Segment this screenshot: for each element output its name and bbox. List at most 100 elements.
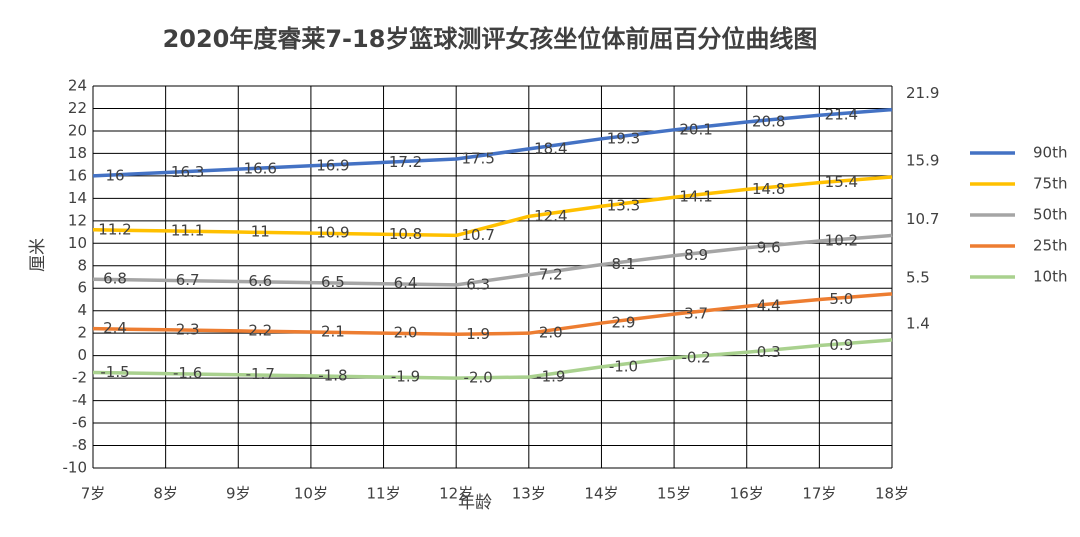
data-label: 14.1 <box>679 188 712 206</box>
data-label: -1.7 <box>246 365 275 383</box>
data-label: -0.2 <box>681 348 710 366</box>
data-label: 17.2 <box>389 153 422 171</box>
data-label: 5.0 <box>829 290 853 308</box>
y-tick-label: -2 <box>72 369 87 387</box>
x-tick-label: 12岁 <box>439 485 473 503</box>
legend-label: 75th <box>1033 175 1067 193</box>
data-label: 20.1 <box>679 120 712 138</box>
y-tick-label: 20 <box>68 121 87 139</box>
x-tick-label: 10岁 <box>294 485 328 503</box>
series-line <box>92 233 893 287</box>
x-tick-label: 8岁 <box>153 485 178 503</box>
x-tick-label: 17岁 <box>802 485 836 503</box>
series-line <box>92 175 893 238</box>
data-label: 6.6 <box>248 272 272 290</box>
data-label: 11.2 <box>98 220 131 238</box>
y-tick-label: 6 <box>77 279 87 297</box>
x-tick-label: 16岁 <box>730 485 764 503</box>
x-axis-label: 年龄 <box>458 493 492 513</box>
data-label: 20.8 <box>752 112 785 130</box>
series-line <box>92 338 893 380</box>
y-tick-label: 8 <box>77 256 87 274</box>
y-tick-label: 12 <box>68 211 87 229</box>
data-label: 16.9 <box>316 156 349 174</box>
data-label: 11 <box>251 223 270 241</box>
data-label: 4.4 <box>757 297 781 315</box>
data-label: 6.7 <box>176 271 200 289</box>
data-label: 18.4 <box>534 139 567 157</box>
data-label: 1.9 <box>466 325 490 343</box>
data-label: 11.1 <box>171 221 204 239</box>
x-tick-label: 18岁 <box>875 485 909 503</box>
legend-label: 50th <box>1033 206 1067 224</box>
data-label: 0.9 <box>829 336 853 354</box>
x-tick-label: 13岁 <box>512 485 546 503</box>
legend-label: 25th <box>1033 237 1067 255</box>
y-tick-label: 18 <box>68 144 87 162</box>
series-line <box>92 292 893 337</box>
data-label: 6.3 <box>466 275 490 293</box>
chart-title: 2020年度睿莱7-18岁篮球测评女孩坐位体前屈百分位曲线图 <box>163 25 818 53</box>
data-label: 14.8 <box>752 180 785 198</box>
data-label: 2.1 <box>321 323 345 341</box>
x-tick-label: 9岁 <box>226 485 251 503</box>
data-label: 10.8 <box>389 225 422 243</box>
data-label: 10.7 <box>461 226 494 244</box>
data-label: 13.3 <box>607 197 640 215</box>
x-tick-label: 15岁 <box>657 485 691 503</box>
data-label: 1.4 <box>906 314 930 332</box>
data-label: -1.8 <box>318 366 347 384</box>
y-tick-label: 2 <box>77 324 87 342</box>
data-label: 9.6 <box>757 238 781 256</box>
data-label: -1.6 <box>173 364 202 382</box>
data-label: 10.9 <box>316 224 349 242</box>
data-label: 2.0 <box>539 324 563 342</box>
y-tick-label: -10 <box>63 459 88 477</box>
legend-label: 90th <box>1033 144 1067 162</box>
data-label: 3.7 <box>684 305 708 323</box>
data-label: 10.7 <box>906 210 939 228</box>
data-label: 16.6 <box>244 160 277 178</box>
data-label: 2.4 <box>103 319 127 337</box>
data-label: 17.5 <box>461 150 494 168</box>
data-label: 8.1 <box>612 255 636 273</box>
data-label: 15.4 <box>825 173 858 191</box>
data-label: 6.4 <box>394 274 418 292</box>
data-label: 8.9 <box>684 246 708 264</box>
data-label: 2.3 <box>176 320 200 338</box>
x-tick-label: 7岁 <box>81 485 106 503</box>
data-label: 21.9 <box>906 84 939 102</box>
data-label: 2.0 <box>394 324 418 342</box>
y-tick-label: 4 <box>77 301 87 319</box>
y-tick-label: -4 <box>72 391 87 409</box>
x-tick-label: 11岁 <box>366 485 400 503</box>
y-tick-label: 10 <box>68 234 87 252</box>
y-tick-label: 16 <box>68 166 87 184</box>
y-tick-label: -8 <box>72 436 87 454</box>
data-label: -1.5 <box>100 363 129 381</box>
y-tick-label: -6 <box>72 414 87 432</box>
data-label: 6.5 <box>321 273 345 291</box>
data-label: 0.3 <box>757 343 781 361</box>
data-label: 7.2 <box>539 265 563 283</box>
data-label: -1.9 <box>536 367 565 385</box>
data-label: -1.9 <box>391 367 420 385</box>
y-tick-label: 24 <box>68 77 87 95</box>
data-label: 5.5 <box>906 268 930 286</box>
y-tick-label: 14 <box>68 189 87 207</box>
data-label: 10.2 <box>825 232 858 250</box>
data-label: -2.0 <box>464 369 493 387</box>
y-tick-label: 22 <box>68 99 87 117</box>
series-line <box>92 107 893 178</box>
data-label: 16.3 <box>171 163 204 181</box>
legend-label: 10th <box>1033 268 1067 286</box>
data-label: 19.3 <box>607 129 640 147</box>
y-axis-label: 厘米 <box>28 238 48 272</box>
data-label: 12.4 <box>534 207 567 225</box>
data-label: -1.0 <box>609 357 638 375</box>
data-label: 16 <box>105 166 124 184</box>
data-label: 6.8 <box>103 270 127 288</box>
data-label: 21.4 <box>825 106 858 124</box>
y-tick-label: 0 <box>77 346 87 364</box>
